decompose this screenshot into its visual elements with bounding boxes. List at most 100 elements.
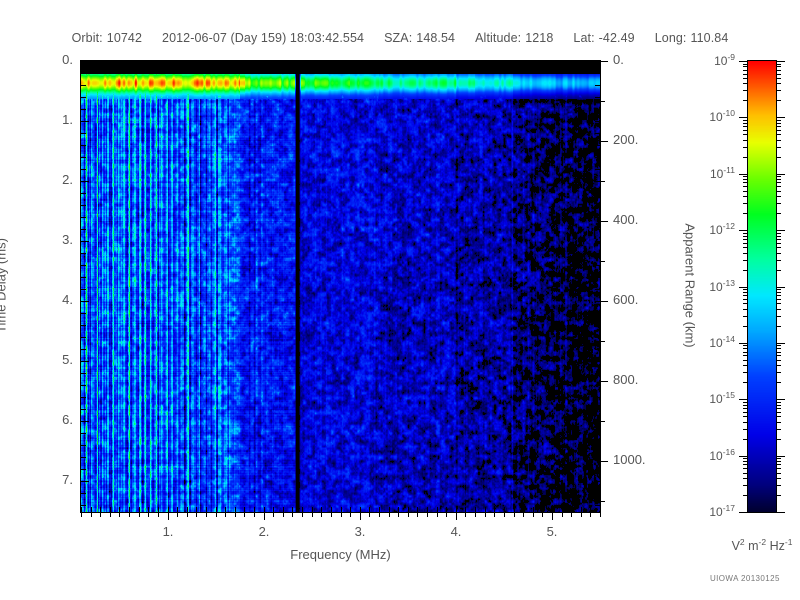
y-right-minor-tick <box>600 181 605 182</box>
colorbar-minor-tick-right <box>776 458 781 459</box>
x-minor-tick <box>504 512 505 517</box>
x-minor-tick <box>158 512 159 517</box>
header-field-3: Altitude: 1218 <box>475 31 553 45</box>
y-left-inner-minor-tick <box>595 409 600 410</box>
y-left-inner-minor-tick <box>595 313 600 314</box>
x-inner-minor-tick <box>225 507 226 512</box>
colorbar-major-tick-right <box>776 117 785 118</box>
y-left-minor-tick <box>81 85 86 86</box>
y-right-major-tick <box>600 141 608 142</box>
y-left-inner-minor-tick <box>595 385 600 386</box>
x-minor-tick <box>187 512 188 517</box>
colorbar-minor-tick-right <box>776 191 781 192</box>
y-left-inner-minor-tick <box>595 361 600 362</box>
y-left-inner-minor-tick <box>595 181 600 182</box>
x-inner-minor-tick <box>571 507 572 512</box>
colorbar-minor-tick-left <box>743 495 748 496</box>
colorbar-tick-exponent: -15 <box>722 390 735 400</box>
colorbar-minor-tick-right <box>776 243 781 244</box>
colorbar-minor-tick-right <box>776 372 781 373</box>
colorbar-minor-tick-right <box>776 292 781 293</box>
x-inner-minor-tick <box>341 507 342 512</box>
y-left-tick-label: 4. <box>62 292 73 307</box>
y-right-minor-tick <box>600 341 605 342</box>
colorbar-minor-tick-right <box>776 360 781 361</box>
x-inner-minor-tick <box>600 507 601 512</box>
colorbar-major-tick-left <box>739 174 748 175</box>
y-left-minor-tick <box>81 397 86 398</box>
x-inner-minor-tick <box>81 507 82 512</box>
colorbar-minor-tick-left <box>743 412 748 413</box>
y-left-minor-tick <box>81 337 86 338</box>
colorbar-minor-tick-right <box>776 464 781 465</box>
x-inner-minor-tick <box>91 507 92 512</box>
colorbar-minor-tick-right <box>776 412 781 413</box>
colorbar-minor-tick-right <box>776 90 781 91</box>
colorbar-gradient <box>748 61 776 512</box>
colorbar-minor-tick-left <box>743 348 748 349</box>
colorbar-tick-label: 10-16 <box>677 447 735 463</box>
colorbar-minor-tick-right <box>776 120 781 121</box>
x-minor-tick <box>465 512 466 517</box>
x-inner-minor-tick <box>562 507 563 512</box>
colorbar-minor-tick-left <box>743 478 748 479</box>
x-minor-tick <box>302 512 303 517</box>
colorbar-minor-tick-right <box>776 203 781 204</box>
x-inner-minor-tick <box>369 507 370 512</box>
y-right-tick-label: 0. <box>613 52 624 67</box>
x-inner-minor-tick <box>427 507 428 512</box>
y-left-minor-tick <box>81 205 86 206</box>
y-left-inner-minor-tick <box>595 193 600 194</box>
x-inner-minor-tick <box>504 507 505 512</box>
colorbar-major-tick-right <box>776 399 785 400</box>
x-minor-tick <box>533 512 534 517</box>
colorbar-minor-tick-left <box>743 382 748 383</box>
colorbar-minor-tick-right <box>776 140 781 141</box>
colorbar-tick-label: 10-17 <box>677 503 735 519</box>
colorbar-tick-label: 10-11 <box>677 165 735 181</box>
colorbar-minor-tick-left <box>743 416 748 417</box>
colorbar-minor-tick-right <box>776 429 781 430</box>
colorbar-major-tick-right <box>776 512 785 513</box>
y-right-tick-label: 600. <box>613 292 639 307</box>
colorbar-minor-tick-left <box>743 243 748 244</box>
x-tick-label: 3. <box>354 524 366 539</box>
colorbar-minor-tick-right <box>776 253 781 254</box>
header-field-value-5: 110.84 <box>690 31 729 45</box>
x-minor-tick <box>235 512 236 517</box>
y-left-inner-minor-tick <box>595 325 600 326</box>
colorbar-minor-tick-right <box>776 316 781 317</box>
y-right-tick-label: 1000. <box>613 452 646 467</box>
colorbar-tick-mantissa: 10 <box>709 505 723 519</box>
colorbar-tick-mantissa: 10 <box>709 223 723 237</box>
y-left-minor-tick <box>81 349 86 350</box>
x-minor-tick <box>485 512 486 517</box>
x-inner-minor-tick <box>523 507 524 512</box>
colorbar-minor-tick-right <box>776 83 781 84</box>
y-left-inner-minor-tick <box>595 133 600 134</box>
x-inner-minor-tick <box>139 507 140 512</box>
colorbar-minor-tick-left <box>743 176 748 177</box>
x-minor-tick <box>475 512 476 517</box>
y-left-major-tick <box>81 421 89 422</box>
x-inner-minor-tick <box>494 507 495 512</box>
colorbar-minor-tick-left <box>743 90 748 91</box>
colorbar-tick-label: 10-12 <box>677 221 735 237</box>
header-field-label-3: Altitude: <box>475 31 522 45</box>
colorbar-minor-tick-right <box>776 348 781 349</box>
y-left-major-tick <box>81 181 89 182</box>
y-left-tick-label: 3. <box>62 232 73 247</box>
y-left-inner-minor-tick <box>595 61 600 62</box>
x-inner-minor-tick <box>187 507 188 512</box>
y-left-inner-minor-tick <box>595 289 600 290</box>
x-minor-tick <box>427 512 428 517</box>
header-field-0: Orbit: 10742 <box>72 31 142 45</box>
y-right-minor-tick <box>600 501 605 502</box>
colorbar-minor-tick-right <box>776 182 781 183</box>
colorbar-minor-tick-right <box>776 473 781 474</box>
colorbar-minor-tick-left <box>743 485 748 486</box>
x-minor-tick <box>417 512 418 517</box>
y-left-tick-label: 7. <box>62 472 73 487</box>
colorbar-minor-tick-left <box>743 123 748 124</box>
x-inner-minor-tick <box>100 507 101 512</box>
